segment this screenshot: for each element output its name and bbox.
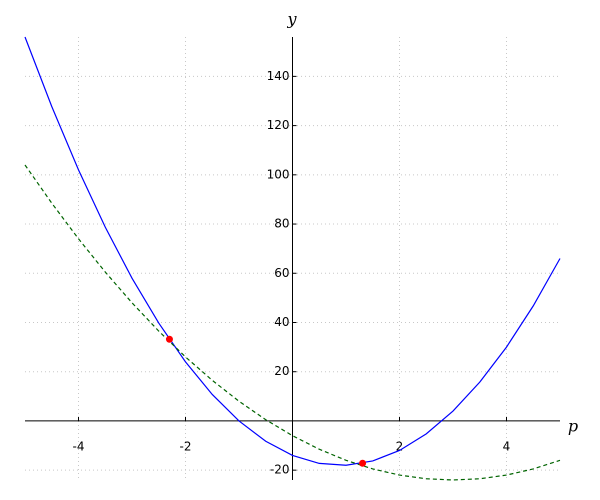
curve (24, 36, 561, 466)
intersection-point (165, 335, 173, 343)
x-tick-label: 4 (503, 439, 511, 453)
y-axis-title: y (286, 10, 297, 29)
x-tick-label: -2 (180, 439, 192, 453)
y-tick-label: 80 (274, 217, 289, 231)
curve (24, 164, 561, 481)
y-tick-label: 40 (274, 315, 289, 329)
intersection-point (359, 459, 367, 467)
y-tick-label: 140 (267, 69, 290, 83)
y-tick-label: 20 (274, 364, 289, 378)
y-tick-label: -20 (270, 463, 290, 477)
y-tick-label: 60 (274, 266, 289, 280)
x-tick-label: 2 (396, 439, 404, 453)
x-tick-label: -4 (73, 439, 85, 453)
y-tick-label: 120 (267, 118, 290, 132)
x-axis-title: p (568, 417, 578, 436)
y-tick-label: 100 (267, 167, 290, 181)
